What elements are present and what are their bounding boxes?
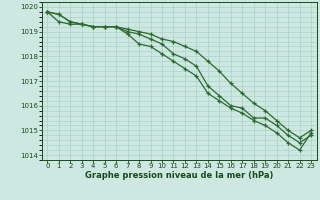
X-axis label: Graphe pression niveau de la mer (hPa): Graphe pression niveau de la mer (hPa) <box>85 171 273 180</box>
